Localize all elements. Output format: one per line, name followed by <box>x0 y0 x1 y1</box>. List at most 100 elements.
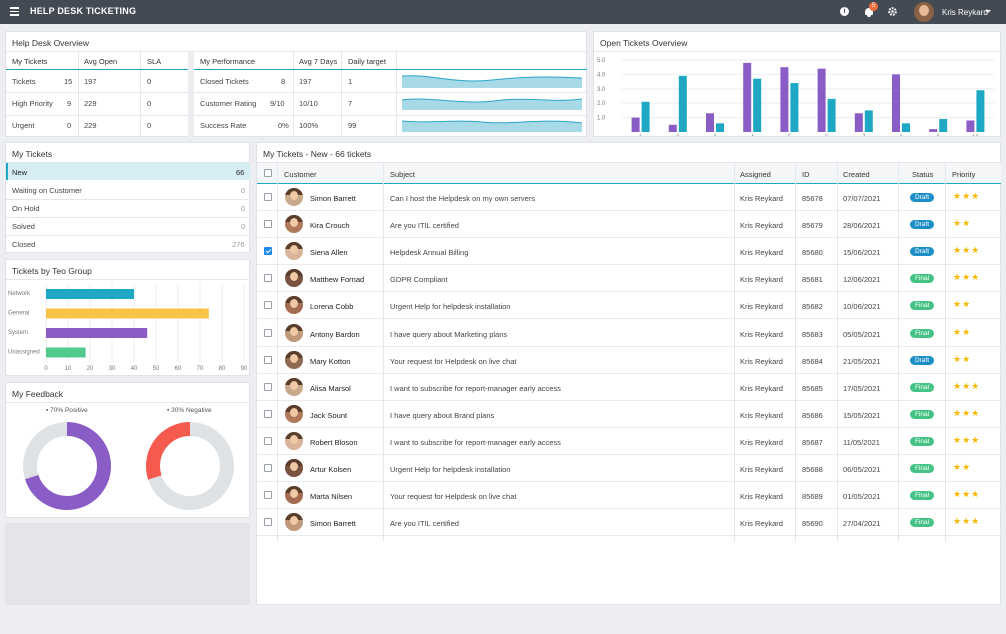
row-checkbox[interactable] <box>264 274 272 283</box>
avatar <box>285 513 303 532</box>
ticket-subject[interactable]: I want to subscribe for report-manager e… <box>390 383 561 393</box>
list-item-solved[interactable] <box>6 217 250 234</box>
col-subject[interactable]: Subject <box>390 170 416 179</box>
col-assigned[interactable]: Assigned <box>740 170 771 179</box>
x-tick-label: 6 <box>825 135 829 136</box>
x-tick-label: 90 <box>241 366 248 372</box>
app-title: HELP DESK TICKETING <box>30 6 137 16</box>
table-row[interactable]: Lorena Cobb Urgent Help for helpdesk inst… <box>257 292 1001 320</box>
table-row[interactable]: Jack Sount I have query about Brand plans… <box>257 401 1001 428</box>
table-row[interactable]: Simon Barrett Are you ITIL certified Kris … <box>257 509 1001 537</box>
user-name[interactable]: Kris Reykard <box>942 8 988 17</box>
row-checkbox[interactable] <box>264 247 272 256</box>
bar <box>790 83 799 132</box>
list-item-label: Closed <box>12 240 36 249</box>
priority-stars: ★★ <box>953 299 972 310</box>
ticket-subject[interactable]: Helpdesk Annual Billing <box>390 248 469 258</box>
ticket-subject[interactable]: I have query about Brand plans <box>390 410 495 420</box>
customer-name[interactable]: Antony Bardon <box>310 329 360 339</box>
customer-name[interactable]: Simon Barrett <box>310 519 356 529</box>
customer-name[interactable]: Mary Kotton <box>310 356 351 366</box>
customer-name[interactable]: Alisa Marsol <box>310 383 351 393</box>
col-customer[interactable]: Customer <box>284 170 317 179</box>
row-checkbox[interactable] <box>264 491 272 500</box>
ticket-id: 85686 <box>802 410 823 420</box>
help-icon[interactable]: i <box>840 7 849 16</box>
table-row[interactable]: Siena Allen Helpdesk Annual Billing Kris R… <box>257 238 1001 266</box>
x-tick-label: 30 <box>109 366 116 372</box>
row-checkbox[interactable] <box>264 355 272 364</box>
table-row[interactable]: Matthew Fornad GDPR Compliant Kris Reykard… <box>257 265 1001 293</box>
table-row[interactable]: Mary Kotton Your request for Helpdesk on … <box>257 347 1001 374</box>
ticket-subject[interactable]: I have query about Marketing plans <box>390 329 508 339</box>
col-id[interactable]: ID <box>802 170 810 179</box>
customer-name[interactable]: Artur Kolsen <box>310 465 352 474</box>
bar <box>641 101 650 132</box>
assigned-to: Kris Reykard <box>740 221 783 231</box>
customer-name[interactable]: Siena Allen <box>310 248 348 258</box>
customer-name[interactable]: Simon Barrett <box>310 194 356 203</box>
ticket-subject[interactable]: Your request for Helpdesk on live chat <box>390 492 517 502</box>
ticket-subject[interactable]: Your request for Helpdesk on live chat <box>390 356 517 366</box>
list-item-count: 0 <box>241 186 246 195</box>
row-checkbox[interactable] <box>264 220 272 229</box>
row-checkbox[interactable] <box>264 328 272 337</box>
col-my-tickets: My Tickets <box>12 57 48 66</box>
list-item-count: 276 <box>232 240 245 249</box>
help-desk-overview-panel: Help Desk Overview My Tickets Avg Open S… <box>5 31 587 137</box>
bar <box>46 347 86 358</box>
table-row[interactable]: Marta Nilsen Your request for Helpdesk on… <box>257 482 1001 510</box>
row-checkbox[interactable] <box>264 193 272 201</box>
col-priority[interactable]: Priority <box>952 170 976 179</box>
ticket-subject[interactable]: GDPR Compliant <box>390 275 448 285</box>
perf-label: Customer Rating <box>200 99 257 108</box>
row-checkbox[interactable] <box>264 409 272 418</box>
list-item-new[interactable] <box>6 163 250 180</box>
row-avg: 229 <box>84 99 97 108</box>
customer-name[interactable]: Matthew Fornad <box>310 275 365 285</box>
ticket-subject[interactable]: Are you ITIL certified <box>390 519 459 529</box>
ticket-subject[interactable]: Urgent Help for helpdesk installation <box>390 302 511 312</box>
select-all-checkbox[interactable] <box>264 169 272 177</box>
row-checkbox[interactable] <box>264 518 272 527</box>
table-row[interactable]: Antony Bardon I have query about Marketin… <box>257 320 1001 347</box>
assigned-to: Kris Reykard <box>740 519 783 529</box>
row-checkbox[interactable] <box>264 382 272 391</box>
col-created[interactable]: Created <box>843 170 870 179</box>
chevron-down-icon[interactable] <box>985 10 991 13</box>
customer-name[interactable]: Marta Nilsen <box>310 492 353 502</box>
table-title: My Tickets - New - 66 tickets <box>263 149 372 159</box>
table-row[interactable]: Kira Crouch Are you ITIL certified Kris Re… <box>257 211 1001 239</box>
row-checkbox[interactable] <box>264 436 272 445</box>
gear-icon[interactable] <box>887 6 898 17</box>
table-row[interactable]: Simon Barrett Can I host the Helpdesk on … <box>257 184 1001 212</box>
row-checkbox[interactable] <box>264 464 272 472</box>
list-item-on-hold[interactable] <box>6 199 250 216</box>
table-row[interactable]: Artur Kolsen Urgent Help for helpdesk ins… <box>257 455 1001 483</box>
ticket-id: 85687 <box>802 437 823 447</box>
ticket-subject[interactable]: I want to subscribe for report-manager e… <box>390 437 561 447</box>
table-row[interactable]: Alisa Marsol I want to subscribe for repo… <box>257 374 1001 401</box>
ticket-subject[interactable]: Are you ITIL certified <box>390 221 459 231</box>
ticket-subject[interactable]: Can I host the Helpdesk on my own server… <box>390 194 536 203</box>
priority-stars: ★★★ <box>953 434 981 445</box>
created-date: 15/05/2021 <box>843 410 881 420</box>
customer-name[interactable]: Kira Crouch <box>310 221 350 231</box>
ticket-id: 85681 <box>802 275 823 285</box>
list-item-closed[interactable] <box>6 235 250 252</box>
col-status[interactable]: Status <box>912 170 934 179</box>
bar <box>939 119 948 132</box>
row-checkbox[interactable] <box>264 301 272 310</box>
customer-name[interactable]: Jack Sount <box>310 410 348 420</box>
status-badge: Final <box>910 409 934 419</box>
customer-name[interactable]: Lorena Cobb <box>310 302 354 312</box>
bell-icon[interactable] <box>864 6 875 18</box>
menu-icon[interactable] <box>10 7 19 16</box>
user-avatar[interactable] <box>914 2 934 22</box>
customer-name[interactable]: Robert Bloson <box>310 437 358 447</box>
ticket-subject[interactable]: Urgent Help for helpdesk installation <box>390 465 511 474</box>
created-date: 27/04/2021 <box>843 519 881 529</box>
avatar <box>285 269 303 288</box>
assigned-to: Kris Reykard <box>740 492 783 502</box>
table-row[interactable]: Robert Bloson I want to subscribe for rep… <box>257 428 1001 455</box>
